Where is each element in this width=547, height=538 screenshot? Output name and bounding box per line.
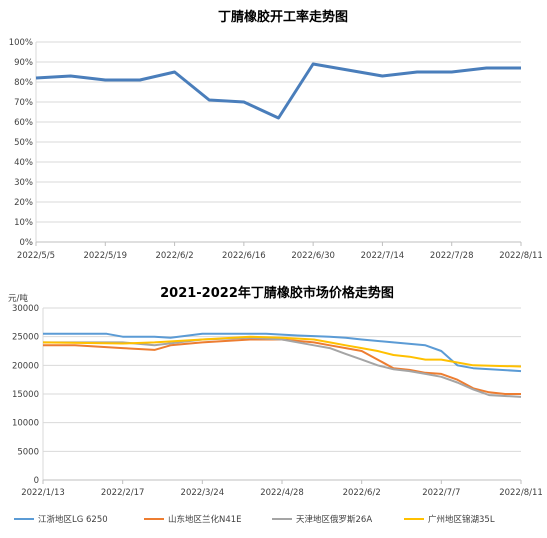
- x-tick-label: 2022/8/11: [499, 251, 543, 261]
- y-tick-label: 10%: [14, 218, 33, 228]
- y-tick-labels: 0 5000 10000 15000 20000 25000 30000: [12, 304, 39, 486]
- x-tick-label: 2022/6/16: [222, 251, 266, 261]
- x-tick-label: 2022/5/5: [17, 251, 55, 261]
- series-line: [43, 338, 521, 395]
- series-line: [35, 62, 521, 120]
- x-tick-label: 2022/7/14: [361, 251, 405, 261]
- series-line: [43, 332, 522, 373]
- y-tick-label: 60%: [14, 118, 33, 128]
- y-tick-labels: 0% 10% 20% 30% 40% 50% 60% 70% 80% 90% 100%: [9, 38, 33, 248]
- x-tick-label: 2022/8/11: [499, 488, 543, 498]
- x-tick-label: 2022/5/19: [83, 251, 127, 261]
- y-tick-label: 10000: [12, 419, 39, 429]
- chart-title: 丁腈橡胶开工率走势图: [218, 9, 348, 25]
- x-tick-label: 2022/7/7: [422, 488, 460, 498]
- y-tick-label: 20000: [12, 361, 39, 371]
- x-tick-label: 2022/6/2: [343, 488, 381, 498]
- y-tick-label: 5000: [17, 447, 39, 457]
- legend-label: 江浙地区LG 6250: [38, 514, 108, 525]
- x-tick-label: 2022/7/28: [430, 251, 474, 261]
- legend-label: 天津地区俄罗斯26A: [296, 514, 372, 525]
- y-tick-label: 15000: [12, 390, 39, 400]
- series-line: [42, 335, 522, 368]
- legend-label: 广州地区锦湖35L: [428, 514, 495, 525]
- x-tick-label: 2022/3/24: [181, 488, 225, 498]
- series-lines: [35, 62, 521, 120]
- series-lines: [42, 332, 522, 398]
- chart-title: 2021-2022年丁腈橡胶市场价格走势图: [160, 285, 394, 301]
- x-tick-labels: 2022/5/5 2022/5/19 2022/6/2 2022/6/16 2022/6…: [17, 242, 543, 261]
- y-tick-label: 30%: [14, 178, 33, 188]
- legend-label: 山东地区兰化N41E: [168, 514, 242, 525]
- x-tick-label: 2022/1/13: [21, 488, 65, 498]
- y-tick-label: 0%: [20, 238, 34, 248]
- y-tick-label: 70%: [14, 98, 33, 108]
- y-tick-label: 100%: [9, 38, 33, 48]
- y-tick-label: 30000: [12, 304, 39, 314]
- y-tick-label: 40%: [14, 158, 33, 168]
- operating-rate-chart: 丁腈橡胶开工率走势图 0% 10% 20% 30% 40% 50% 60% 70% 80% 90%…: [9, 9, 543, 261]
- x-tick-label: 2022/6/2: [155, 251, 193, 261]
- x-tick-label: 2022/2/17: [101, 488, 145, 498]
- x-tick-labels: 2022/1/13 2022/2/17 2022/3/24 2022/4/28 2022…: [21, 480, 543, 498]
- unit-label: 元/吨: [8, 293, 28, 304]
- y-tick-label: 20%: [14, 198, 33, 208]
- y-tick-label: 90%: [14, 58, 33, 68]
- legend: 江浙地区LG 6250 山东地区兰化N41E 天津地区俄罗斯26A 广州地区锦湖35L: [14, 514, 495, 525]
- x-tick-label: 2022/4/28: [260, 488, 304, 498]
- y-tick-label: 0: [34, 476, 39, 486]
- x-tick-label: 2022/6/30: [291, 251, 335, 261]
- y-tick-label: 25000: [12, 333, 39, 343]
- price-chart: 2021-2022年丁腈橡胶市场价格走势图 元/吨 0 5000 10000 1500…: [8, 285, 543, 525]
- y-tick-label: 80%: [14, 78, 33, 88]
- y-tick-label: 50%: [14, 138, 33, 148]
- gridlines: [35, 41, 521, 242]
